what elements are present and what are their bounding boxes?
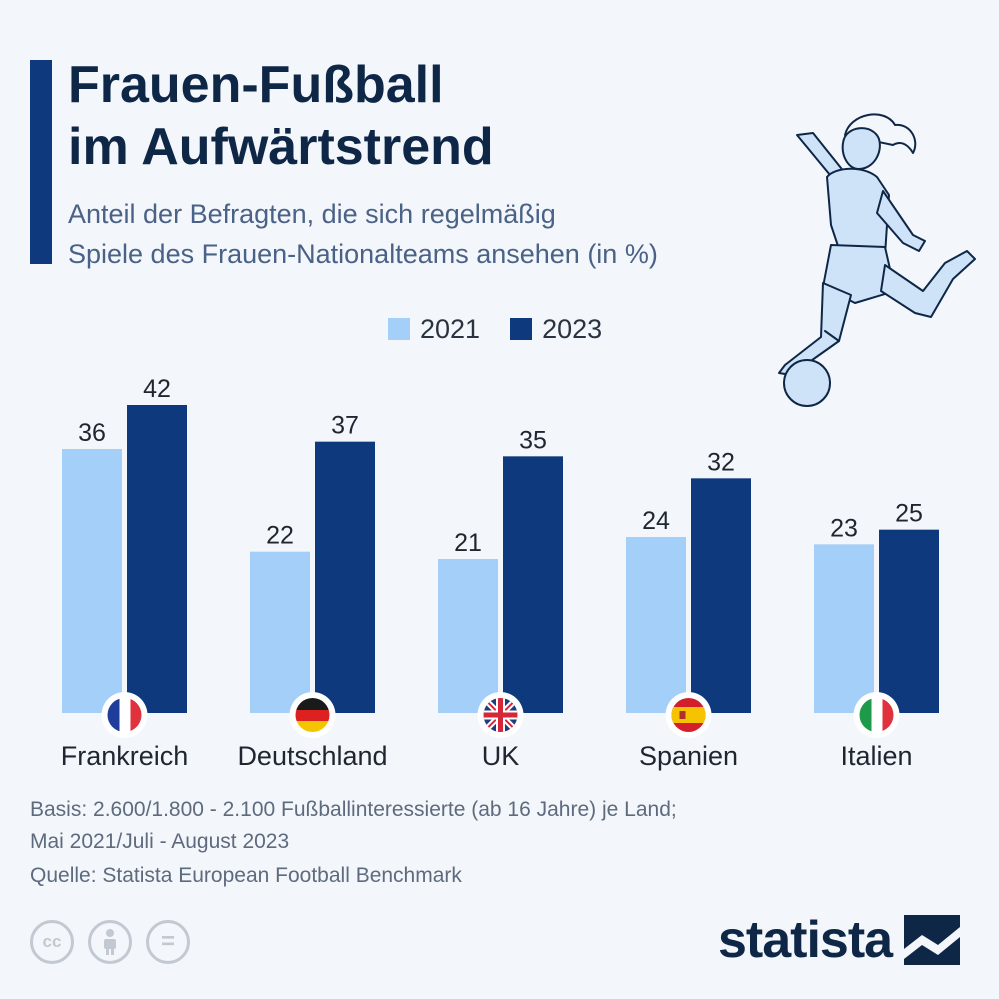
no-derivatives-icon[interactable]: = — [146, 920, 190, 964]
legend-label-2021: 2021 — [420, 313, 481, 344]
spain-flag-icon — [665, 692, 712, 738]
license-icons: cc = — [30, 920, 190, 964]
legend: 2021 2023 — [388, 312, 602, 346]
bar-chart: 36 42 22 37 21 35 24 32 23 25 Frankreich Deutschla… — [61, 375, 939, 771]
value-label-frankreich-2023: 42 — [143, 375, 171, 403]
legend-item-2021: 2021 — [388, 314, 480, 345]
bar-italien-2021 — [814, 544, 874, 713]
value-label-frankreich-2021: 36 — [78, 419, 106, 447]
person-icon — [104, 929, 116, 955]
cc-icon[interactable]: cc — [30, 920, 74, 964]
chart-title: Frauen-Fußball im Aufwärtstrend — [68, 54, 494, 178]
value-label-spanien-2023: 32 — [707, 448, 735, 476]
category-label-spanien: Spanien — [639, 741, 738, 771]
subtitle-line-1: Anteil der Befragten, die sich regelmäßi… — [68, 199, 556, 229]
value-label-italien-2023: 25 — [895, 500, 923, 528]
title-line-1: Frauen-Fußball — [68, 56, 444, 114]
basis-line-2: Mai 2021/Juli - August 2023 — [30, 830, 290, 853]
bar-frankreich-2021 — [62, 449, 122, 713]
basis-line-1: Basis: 2.600/1.800 - 2.100 Fußballintere… — [30, 798, 677, 821]
value-label-uk-2021: 21 — [454, 529, 482, 557]
source-note: Quelle: Statista European Football Bench… — [30, 864, 462, 887]
bar-uk-2023 — [503, 456, 563, 713]
category-label-frankreich: Frankreich — [61, 741, 189, 771]
statista-logo-icon — [904, 915, 961, 965]
uk-flag-icon — [477, 692, 524, 738]
bar-spanien-2023 — [691, 478, 751, 713]
category-label-uk: UK — [482, 741, 520, 771]
bar-italien-2023 — [879, 529, 939, 713]
title-line-2: im Aufwärtstrend — [68, 118, 494, 176]
legend-item-2023: 2023 — [510, 314, 602, 345]
flags-layer — [101, 692, 900, 738]
bar-frankreich-2023 — [127, 405, 187, 713]
value-label-uk-2023: 35 — [519, 426, 547, 454]
germany-flag-icon — [289, 692, 336, 738]
italy-flag-icon — [853, 692, 900, 738]
value-label-italien-2021: 23 — [830, 514, 858, 542]
attribution-icon[interactable] — [88, 920, 132, 964]
bar-deutschland-2023 — [315, 441, 375, 713]
statista-brand[interactable]: statista — [718, 910, 961, 970]
value-label-deutschland-2023: 37 — [331, 412, 359, 440]
bar-spanien-2021 — [626, 537, 686, 713]
bar-deutschland-2021 — [250, 551, 310, 713]
nd-label: = — [160, 928, 175, 955]
value-label-deutschland-2021: 22 — [266, 522, 294, 550]
value-labels-layer: 36 42 22 37 21 35 24 32 23 25 — [78, 375, 923, 557]
category-label-deutschland: Deutschland — [237, 741, 387, 771]
legend-swatch-2023 — [510, 318, 533, 340]
football-player-illustration — [778, 113, 976, 407]
france-flag-icon — [101, 692, 148, 738]
category-labels-layer: Frankreich Deutschland UK Spanien Italien — [61, 741, 913, 771]
cc-label: cc — [42, 932, 62, 951]
subtitle-line-2: Spiele des Frauen-Nationalteams ansehen … — [68, 239, 658, 269]
value-label-spanien-2021: 24 — [642, 507, 670, 535]
legend-swatch-2021 — [388, 318, 410, 340]
chart-subtitle: Anteil der Befragten, die sich regelmäßi… — [68, 194, 658, 274]
bar-uk-2021 — [438, 559, 498, 713]
footnote: Basis: 2.600/1.800 - 2.100 Fußballintere… — [30, 794, 677, 892]
title-accent-bar — [30, 60, 52, 264]
category-label-italien: Italien — [840, 741, 912, 771]
legend-label-2023: 2023 — [542, 313, 603, 344]
statista-wordmark: statista — [718, 911, 893, 969]
bars-layer — [62, 405, 939, 713]
